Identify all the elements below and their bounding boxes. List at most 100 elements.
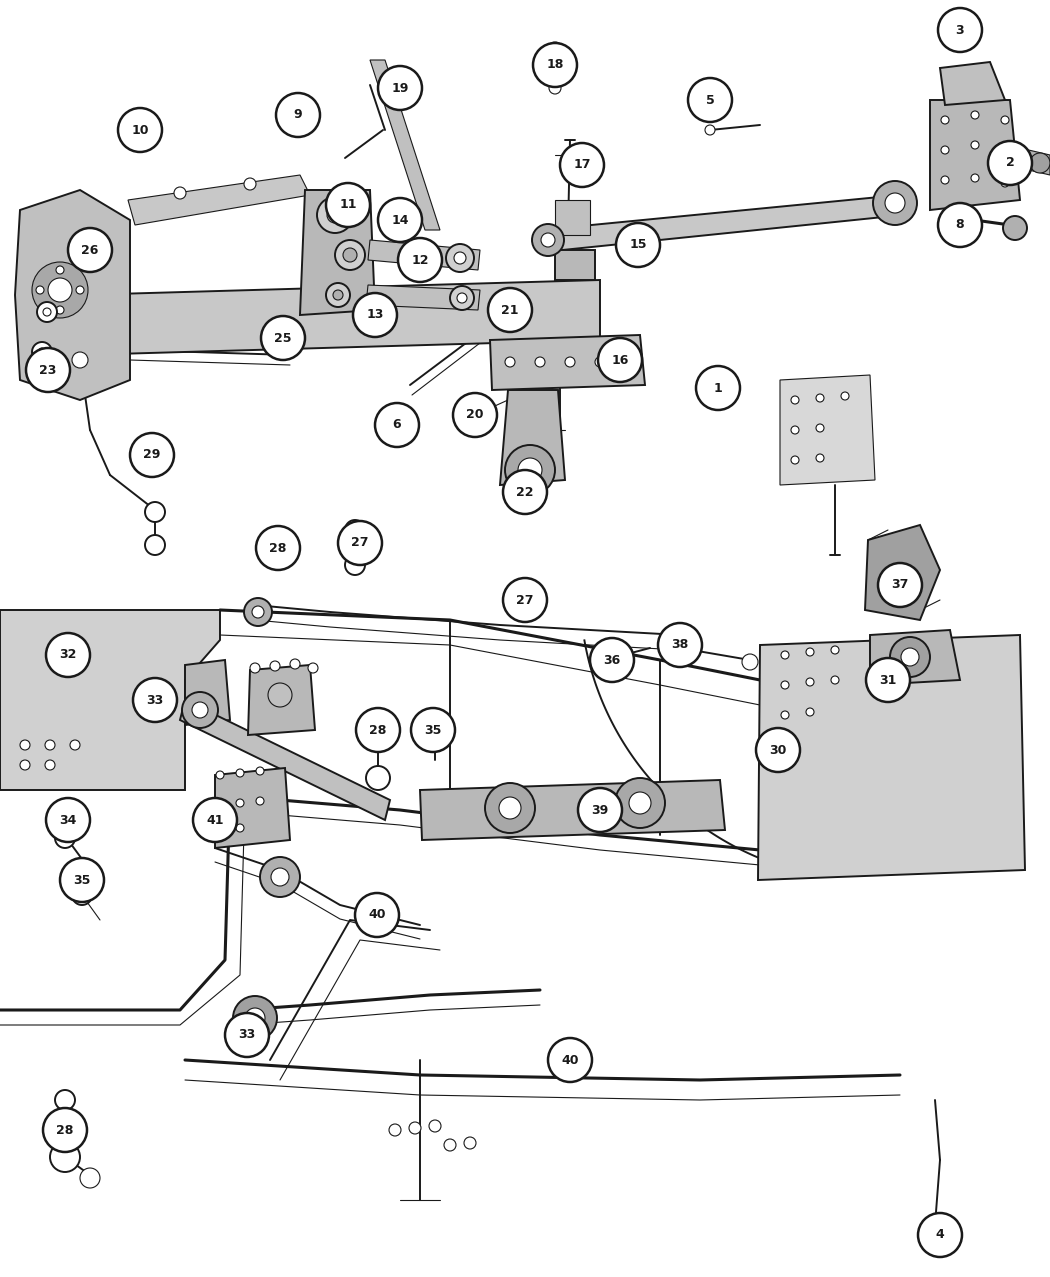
Text: 31: 31: [879, 673, 897, 687]
Circle shape: [938, 8, 982, 52]
Circle shape: [941, 176, 949, 184]
Text: 28: 28: [269, 541, 287, 554]
Circle shape: [55, 827, 75, 848]
Text: 5: 5: [706, 93, 714, 106]
Circle shape: [356, 707, 400, 752]
Polygon shape: [0, 610, 220, 790]
Circle shape: [145, 502, 165, 522]
Circle shape: [658, 623, 702, 667]
Circle shape: [174, 186, 186, 199]
Polygon shape: [780, 375, 875, 485]
Circle shape: [26, 349, 70, 392]
Circle shape: [60, 858, 104, 902]
Text: 6: 6: [393, 419, 401, 432]
Polygon shape: [490, 335, 645, 389]
Text: 25: 25: [274, 332, 292, 345]
Circle shape: [45, 739, 55, 750]
Circle shape: [193, 798, 237, 842]
Text: 37: 37: [891, 578, 908, 591]
Text: 35: 35: [74, 873, 90, 886]
Circle shape: [46, 633, 90, 677]
Circle shape: [533, 43, 578, 87]
Circle shape: [45, 760, 55, 770]
Circle shape: [791, 396, 799, 404]
Circle shape: [261, 315, 304, 360]
Circle shape: [552, 1039, 588, 1077]
Text: 34: 34: [59, 813, 77, 826]
Circle shape: [505, 358, 514, 366]
Circle shape: [250, 663, 260, 673]
Text: 10: 10: [131, 124, 149, 137]
Circle shape: [463, 404, 487, 427]
Circle shape: [338, 521, 382, 564]
Circle shape: [705, 125, 715, 135]
Circle shape: [216, 826, 224, 834]
Text: 28: 28: [57, 1124, 74, 1137]
Circle shape: [327, 207, 343, 223]
Polygon shape: [940, 63, 1005, 105]
Circle shape: [50, 1142, 80, 1172]
Circle shape: [941, 146, 949, 155]
Circle shape: [816, 395, 824, 402]
Circle shape: [225, 1013, 269, 1057]
Circle shape: [781, 711, 789, 719]
Circle shape: [791, 427, 799, 434]
Circle shape: [878, 563, 922, 607]
Circle shape: [444, 1139, 456, 1151]
Circle shape: [326, 283, 350, 306]
Circle shape: [245, 1008, 265, 1028]
Circle shape: [841, 392, 849, 400]
Circle shape: [503, 578, 547, 622]
Text: 21: 21: [501, 304, 519, 317]
Circle shape: [236, 799, 244, 807]
Circle shape: [488, 289, 532, 332]
Circle shape: [918, 1213, 962, 1257]
Polygon shape: [300, 190, 375, 315]
Circle shape: [450, 286, 474, 310]
Circle shape: [375, 404, 419, 447]
Circle shape: [252, 607, 264, 618]
Circle shape: [366, 766, 390, 790]
Circle shape: [290, 659, 300, 669]
Circle shape: [816, 424, 824, 432]
Text: 38: 38: [671, 638, 689, 651]
Circle shape: [756, 728, 800, 773]
Circle shape: [133, 678, 177, 722]
Text: 27: 27: [517, 594, 533, 607]
Circle shape: [192, 702, 208, 718]
Polygon shape: [370, 60, 440, 230]
Circle shape: [43, 308, 51, 315]
Circle shape: [236, 769, 244, 776]
Circle shape: [216, 771, 224, 779]
Text: 13: 13: [366, 309, 383, 322]
Text: 17: 17: [573, 158, 591, 171]
Text: 16: 16: [611, 354, 629, 366]
Text: 39: 39: [591, 803, 609, 816]
Circle shape: [366, 716, 390, 739]
Circle shape: [890, 637, 930, 677]
Circle shape: [76, 286, 84, 294]
Text: 4: 4: [936, 1228, 944, 1241]
Text: 26: 26: [81, 244, 99, 257]
Circle shape: [781, 681, 789, 690]
Circle shape: [454, 252, 466, 264]
Circle shape: [742, 654, 758, 670]
Circle shape: [56, 266, 64, 275]
Bar: [555, 200, 590, 235]
Polygon shape: [215, 767, 290, 848]
Circle shape: [70, 739, 80, 750]
Circle shape: [925, 1225, 945, 1245]
Circle shape: [378, 198, 422, 243]
Polygon shape: [368, 240, 480, 269]
Circle shape: [80, 1168, 100, 1188]
Polygon shape: [758, 635, 1025, 880]
Text: 29: 29: [143, 448, 161, 461]
Circle shape: [46, 798, 90, 842]
Circle shape: [333, 290, 343, 300]
Circle shape: [532, 223, 564, 255]
Text: 40: 40: [369, 908, 385, 922]
Text: 23: 23: [39, 364, 57, 377]
Circle shape: [696, 366, 740, 410]
Polygon shape: [1020, 148, 1050, 175]
Circle shape: [453, 393, 497, 437]
